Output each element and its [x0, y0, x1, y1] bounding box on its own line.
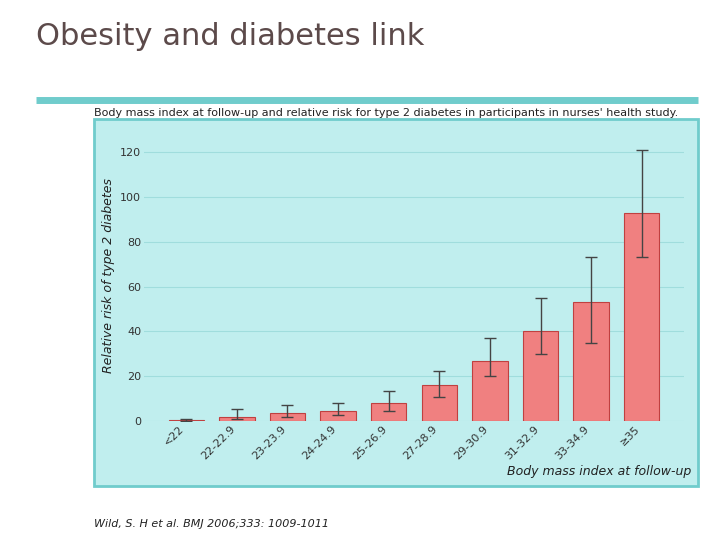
Bar	[270, 413, 305, 421]
Text: Body mass index at follow-up: Body mass index at follow-up	[507, 465, 691, 478]
Y-axis label: Relative risk of type 2 diabetes: Relative risk of type 2 diabetes	[102, 178, 114, 373]
Bar	[371, 403, 406, 421]
Text: Body mass index at follow-up and relative risk for type 2 diabetes in participan: Body mass index at follow-up and relativ…	[94, 108, 678, 118]
Text: Wild, S. H et al. BMJ 2006;333: 1009-1011: Wild, S. H et al. BMJ 2006;333: 1009-101…	[94, 519, 328, 529]
Bar	[219, 417, 255, 421]
Bar	[523, 332, 558, 421]
Text: Obesity and diabetes link: Obesity and diabetes link	[36, 22, 424, 51]
Bar	[422, 386, 457, 421]
Bar	[472, 361, 508, 421]
Bar	[573, 302, 609, 421]
Bar	[320, 411, 356, 421]
Bar	[624, 213, 660, 421]
Bar	[168, 420, 204, 421]
